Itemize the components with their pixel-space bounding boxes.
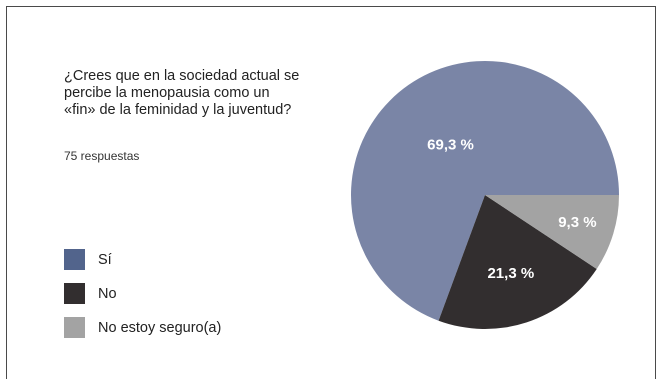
slice-label-no: 21,3 %	[487, 265, 534, 282]
legend-item-si: Sí	[64, 249, 221, 270]
legend-label-no-estoy-seguro: No estoy seguro(a)	[98, 319, 222, 336]
legend: Sí No No estoy seguro(a)	[64, 249, 221, 351]
legend-swatch-si	[64, 249, 85, 270]
legend-label-no: No	[98, 285, 117, 302]
pie-slice-si	[350, 60, 619, 321]
legend-swatch-no-estoy-seguro	[64, 317, 85, 338]
pie-slice-no-estoy-seguro-a	[485, 195, 619, 269]
legend-swatch-no	[64, 283, 85, 304]
response-count: 75 respuestas	[64, 149, 140, 163]
legend-item-no-estoy-seguro: No estoy seguro(a)	[64, 317, 221, 338]
legend-item-no: No	[64, 283, 221, 304]
legend-label-si: Sí	[98, 251, 112, 268]
slice-label-si: 69,3 %	[427, 136, 474, 153]
slice-label-no-estoy-seguro-a: 9,3 %	[558, 214, 596, 231]
chart-title: ¿Crees que en la sociedad actual se perc…	[64, 68, 300, 118]
pie-slice-no	[438, 195, 597, 329]
